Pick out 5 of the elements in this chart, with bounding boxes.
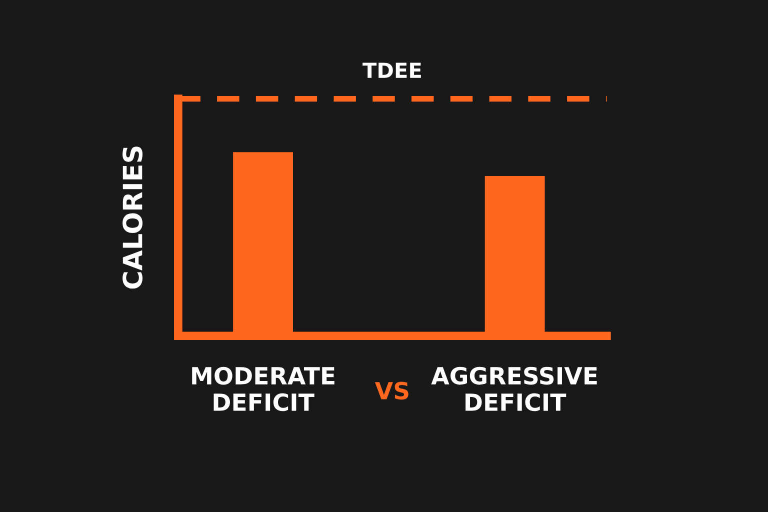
text: VS xyxy=(374,382,408,400)
y-axis-title: CALORIES xyxy=(122,146,143,289)
ref-line-label: TDEE xyxy=(362,62,421,78)
x-tick-label: MODERATE DEFICIT xyxy=(192,366,334,412)
x-tick-label: AGGRESSIVE DEFICIT xyxy=(431,366,597,412)
